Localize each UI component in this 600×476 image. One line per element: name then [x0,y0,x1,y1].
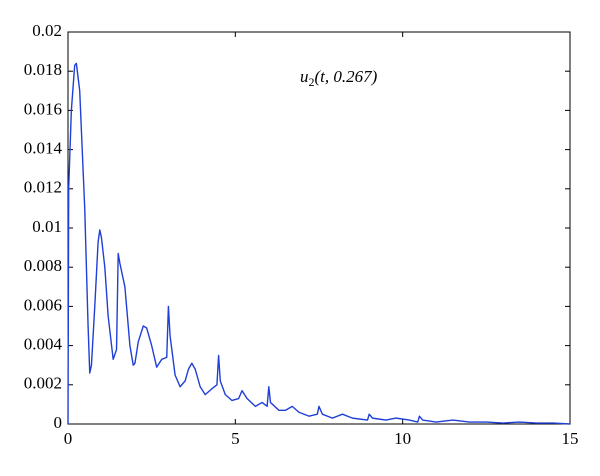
y-tick-label: 0.006 [24,295,62,314]
x-tick-label: 0 [64,429,73,448]
annotation-subscript: 2 [309,75,315,89]
annotation: u2(t, 0.267) [300,67,378,89]
y-tick-label: 0.008 [24,256,62,275]
annotation-base: u [300,67,309,86]
y-tick-label: 0.002 [24,374,62,393]
y-tick-label: 0.018 [24,60,62,79]
x-tick-label: 15 [562,429,579,448]
y-tick-label: 0.012 [24,178,62,197]
y-tick-label: 0.014 [24,139,63,158]
plot-frame [67,31,571,425]
y-tick-label: 0 [54,413,63,432]
x-tick-label: 10 [394,429,411,448]
y-tick-label: 0.01 [32,217,62,236]
y-tick-label: 0.016 [24,99,62,118]
y-tick-label: 0.02 [32,21,62,40]
data-line [67,62,571,425]
x-tick-label: 5 [231,429,240,448]
y-tick-label: 0.004 [24,335,63,354]
annotation-rest: (t, 0.267) [315,67,378,86]
